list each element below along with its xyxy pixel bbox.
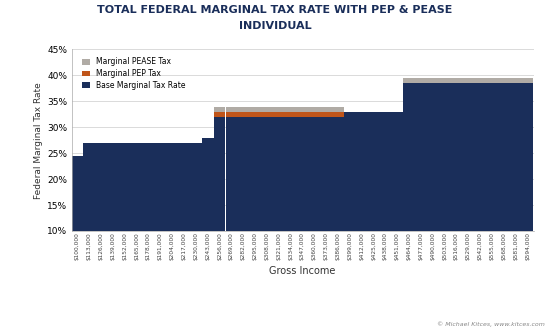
Bar xyxy=(238,107,249,112)
Bar xyxy=(510,78,521,83)
Bar xyxy=(190,143,202,231)
Bar xyxy=(249,107,261,112)
Bar xyxy=(202,138,213,231)
Bar xyxy=(273,117,285,231)
Bar xyxy=(521,83,534,231)
Bar xyxy=(142,143,155,231)
Bar xyxy=(238,117,249,231)
Bar xyxy=(131,143,142,231)
Bar xyxy=(226,107,238,112)
Bar xyxy=(510,83,521,231)
Bar xyxy=(439,83,450,231)
Text: © Michael Kitces, www.kitces.com: © Michael Kitces, www.kitces.com xyxy=(437,321,544,327)
Bar xyxy=(474,83,486,231)
Bar xyxy=(309,117,320,231)
Bar xyxy=(320,107,332,112)
Bar xyxy=(273,112,285,117)
Y-axis label: Federal Marginal Tax Rate: Federal Marginal Tax Rate xyxy=(34,82,43,199)
Bar xyxy=(309,107,320,112)
Bar xyxy=(450,83,463,231)
Bar xyxy=(486,78,498,83)
Bar xyxy=(285,107,296,112)
Bar xyxy=(427,78,439,83)
Bar xyxy=(249,112,261,117)
Bar xyxy=(296,107,309,112)
Legend: Marginal PEASE Tax, Marginal PEP Tax, Base Marginal Tax Rate: Marginal PEASE Tax, Marginal PEP Tax, Ba… xyxy=(80,55,188,92)
Bar xyxy=(95,143,107,231)
X-axis label: Gross Income: Gross Income xyxy=(270,266,336,276)
Bar xyxy=(332,117,344,231)
Bar xyxy=(356,112,367,231)
Bar xyxy=(285,117,296,231)
Bar xyxy=(296,112,309,117)
Bar xyxy=(178,143,190,231)
Bar xyxy=(84,143,95,231)
Bar xyxy=(166,143,178,231)
Bar xyxy=(261,107,273,112)
Text: TOTAL FEDERAL MARGINAL TAX RATE WITH PEP & PEASE: TOTAL FEDERAL MARGINAL TAX RATE WITH PEP… xyxy=(97,5,453,15)
Bar xyxy=(296,117,309,231)
Bar xyxy=(261,112,273,117)
Bar xyxy=(463,83,474,231)
Bar xyxy=(403,78,415,83)
Bar xyxy=(309,112,320,117)
Bar xyxy=(213,112,226,117)
Bar xyxy=(450,78,463,83)
Bar xyxy=(213,117,226,231)
Bar xyxy=(392,112,403,231)
Bar xyxy=(486,83,498,231)
Bar xyxy=(332,112,344,117)
Bar xyxy=(463,78,474,83)
Bar xyxy=(285,112,296,117)
Bar xyxy=(521,78,534,83)
Bar xyxy=(498,83,510,231)
Bar xyxy=(474,78,486,83)
Bar xyxy=(238,112,249,117)
Bar xyxy=(332,107,344,112)
Bar xyxy=(107,143,119,231)
Bar xyxy=(344,112,356,231)
Bar xyxy=(320,112,332,117)
Bar xyxy=(249,117,261,231)
Bar xyxy=(403,83,415,231)
Bar xyxy=(415,83,427,231)
Bar xyxy=(427,83,439,231)
Bar xyxy=(367,112,380,231)
Bar xyxy=(213,107,226,112)
Bar xyxy=(226,117,238,231)
Bar xyxy=(226,112,238,117)
Bar xyxy=(439,78,450,83)
Bar xyxy=(261,117,273,231)
Bar xyxy=(155,143,166,231)
Bar xyxy=(273,107,285,112)
Bar xyxy=(379,112,392,231)
Text: INDIVIDUAL: INDIVIDUAL xyxy=(239,21,311,31)
Bar xyxy=(119,143,131,231)
Bar xyxy=(415,78,427,83)
Bar xyxy=(498,78,510,83)
Bar xyxy=(320,117,332,231)
Bar xyxy=(72,156,84,231)
